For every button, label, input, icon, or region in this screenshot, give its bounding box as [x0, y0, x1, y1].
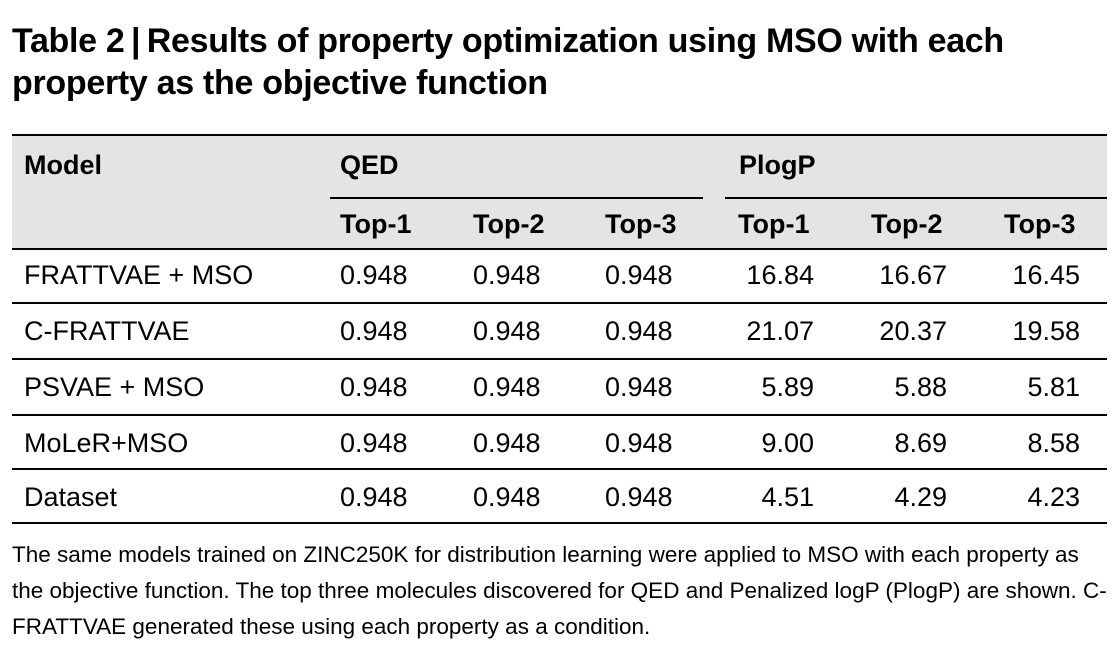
row-2-qed-top3: 0.948 [605, 316, 673, 346]
header-model: Model [24, 150, 102, 180]
row-4-qed-top3: 0.948 [605, 428, 673, 458]
header-group-qed: QED [340, 150, 399, 180]
row-1-qed-top1: 0.948 [340, 260, 408, 290]
plogp-group-rule [725, 197, 1107, 199]
row-2-qed-top2: 0.948 [473, 316, 541, 346]
table-title: Table 2 | Results of property optimizati… [12, 22, 1004, 102]
row-1-plogp-top1: 16.84 [746, 260, 814, 290]
row-divider [12, 302, 1107, 304]
row-2-plogp-top1: 21.07 [746, 316, 814, 346]
row-2-model: C-FRATTVAE [24, 316, 190, 346]
row-4-plogp-top2: 8.69 [894, 428, 947, 458]
row-1-plogp-top2: 16.67 [879, 260, 947, 290]
row-1-qed-top3: 0.948 [605, 260, 673, 290]
row-5-plogp-top3: 4.23 [1027, 482, 1080, 512]
row-4-qed-top2: 0.948 [473, 428, 541, 458]
row-3-plogp-top1: 5.89 [761, 372, 814, 402]
row-2-plogp-top3: 19.58 [1012, 316, 1080, 346]
header-plogp-top2: Top-2 [871, 209, 943, 239]
row-divider [12, 358, 1107, 360]
row-3-plogp-top2: 5.88 [894, 372, 947, 402]
row-4-qed-top1: 0.948 [340, 428, 408, 458]
row-3-model: PSVAE + MSO [24, 372, 205, 402]
row-divider [12, 414, 1107, 416]
header-plogp-top3: Top-3 [1004, 209, 1076, 239]
row-5-qed-top3: 0.948 [605, 482, 673, 512]
row-1-plogp-top3: 16.45 [1012, 260, 1080, 290]
header-qed-top1: Top-1 [340, 209, 412, 239]
row-3-qed-top1: 0.948 [340, 372, 408, 402]
row-5-plogp-top1: 4.51 [761, 482, 814, 512]
header-plogp-top1: Top-1 [738, 209, 810, 239]
row-4-plogp-top1: 9.00 [761, 428, 814, 458]
row-2-qed-top1: 0.948 [340, 316, 408, 346]
row-divider [12, 468, 1107, 470]
row-3-plogp-top3: 5.81 [1027, 372, 1080, 402]
row-5-plogp-top2: 4.29 [894, 482, 947, 512]
row-5-model: Dataset [24, 482, 118, 512]
table-bottom-rule [12, 522, 1107, 524]
row-4-model: MoLeR+MSO [24, 428, 189, 458]
header-qed-top2: Top-2 [473, 209, 545, 239]
row-3-qed-top2: 0.948 [473, 372, 541, 402]
qed-group-rule [330, 197, 703, 199]
row-5-qed-top2: 0.948 [473, 482, 541, 512]
header-group-plogp: PlogP [739, 150, 816, 180]
header-qed-top3: Top-3 [605, 209, 677, 239]
row-5-qed-top1: 0.948 [340, 482, 408, 512]
table-header-band [12, 134, 1107, 250]
row-1-qed-top2: 0.948 [473, 260, 541, 290]
table-caption: The same models trained on ZINC250K for … [12, 542, 1107, 639]
row-1-model: FRATTVAE + MSO [24, 260, 254, 290]
row-2-plogp-top2: 20.37 [879, 316, 947, 346]
row-4-plogp-top3: 8.58 [1027, 428, 1080, 458]
row-3-qed-top3: 0.948 [605, 372, 673, 402]
